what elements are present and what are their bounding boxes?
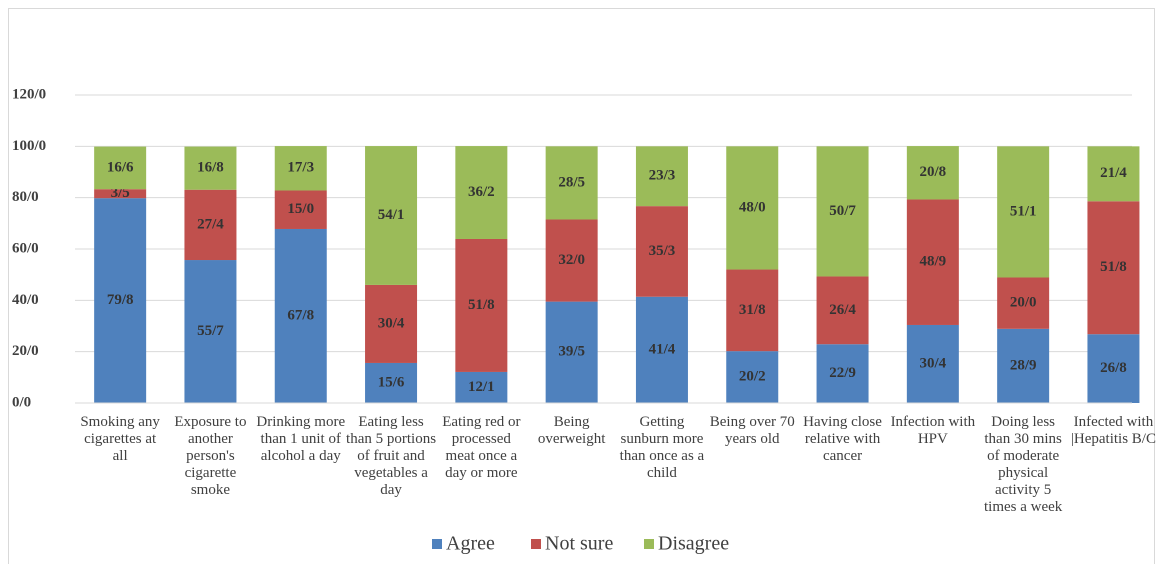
bar-segment [94,146,147,190]
data-label: 16/8 [197,160,224,176]
bar-segment [274,146,327,191]
legend-label: Not sure [545,533,613,555]
bar-segment [906,146,959,200]
bar-segment [94,198,147,403]
bar-segment [184,189,237,261]
x-tick-label: Being over 70 years old [709,414,795,447]
bar-segment [545,146,598,220]
data-label: 26/8 [1100,360,1127,376]
bar-segment [816,276,869,345]
chart-frame [8,8,1155,564]
bar-segment [455,146,508,239]
data-label: 20/0 [1010,295,1037,311]
bar-segment [545,301,598,403]
bar-segment [997,328,1050,403]
bar-segment [1087,146,1140,202]
bar-segment [455,238,508,372]
data-label: 27/4 [197,216,224,232]
data-label: 35/3 [649,243,676,259]
x-tick-label: Infection with HPV [890,414,976,447]
x-tick-label: Doing less than 30 mins of moderate phys… [983,414,1063,515]
bar-segment [906,199,959,325]
data-label: 67/8 [287,307,314,323]
bar-segment [365,362,418,403]
data-label: 48/0 [739,199,766,215]
bar-segment [274,228,327,403]
data-label: 20/8 [920,164,947,180]
legend-label: Agree [446,533,495,555]
data-label: 15/0 [287,201,314,217]
data-label: 51/1 [1010,203,1037,219]
x-tick-label: Eating red or processed meat once a day … [442,414,521,481]
bar-segment [726,146,779,270]
bar-segment [635,206,688,297]
bar-segment [1087,201,1140,335]
bar-segment [94,189,147,199]
data-label: 21/4 [1100,165,1127,181]
x-tick-label: Having close relative with cancer [803,414,882,464]
bar-segment [274,190,327,229]
x-tick-label: Infected with |Hepatitis B/C [1070,414,1156,447]
legend-swatch [644,539,654,549]
data-label: 54/1 [378,207,405,223]
x-tick-label: Being overweight [537,414,606,447]
data-label: 51/8 [1100,259,1127,275]
data-label: 16/6 [107,159,134,175]
data-label: 26/4 [829,302,856,318]
data-label: 48/9 [920,254,947,270]
bar-segment [906,324,959,403]
bar-segment [997,146,1050,278]
data-label: 17/3 [287,160,314,176]
data-label: 50/7 [829,203,856,219]
data-label: 28/9 [1010,357,1037,373]
data-label: 23/3 [649,168,676,184]
y-tick-label: 40/0 [12,292,39,308]
bar-segment [545,219,598,302]
bar-segment [365,146,418,285]
x-tick-label: Eating less than 5 portions of fruit and… [346,414,437,498]
data-label: 51/8 [468,297,495,313]
bar-segment [365,284,418,363]
y-tick-label: 0/0 [12,394,31,410]
y-tick-label: 120/0 [12,86,46,102]
bar-segment [816,146,869,277]
data-label: 15/6 [378,374,405,390]
bar-segment [184,146,237,190]
y-tick-label: 100/0 [12,138,46,154]
legend-swatch [531,539,541,549]
bar-segment [635,296,688,403]
y-tick-label: 20/0 [12,343,39,359]
y-tick-label: 60/0 [12,240,39,256]
data-label: 12/1 [468,379,495,395]
data-label: 28/5 [558,174,585,190]
bar-segment [816,344,869,403]
x-tick-label: Drinking more than 1 unit of alcohol a d… [256,414,346,464]
bar-segment [184,260,237,403]
bar-segment [1087,334,1140,403]
legend-swatch [432,539,442,549]
bar-segment [635,146,688,207]
data-label: 31/8 [739,302,766,318]
data-label: 55/7 [197,323,224,339]
data-label: 36/2 [468,184,495,200]
data-label: 30/4 [378,315,405,331]
x-tick-label: Smoking any cigarettes at all [80,414,160,464]
data-label: 79/8 [107,292,134,308]
y-tick-label: 80/0 [12,189,39,205]
legend-label: Disagree [658,533,729,555]
x-tick-label: Exposure to another person's cigarette s… [174,414,247,498]
data-label: 20/2 [739,369,766,385]
x-tick-label: Getting sunburn more than once as a chil… [619,414,705,481]
bar-segment [455,371,508,403]
bar-segment [997,277,1050,329]
data-label: 32/0 [558,252,585,268]
data-label: 41/4 [649,341,676,357]
bar-segment [726,351,779,403]
data-label: 22/9 [829,365,856,381]
data-label: 39/5 [558,344,585,360]
data-label: 30/4 [920,355,947,371]
bar-segment [726,269,779,352]
